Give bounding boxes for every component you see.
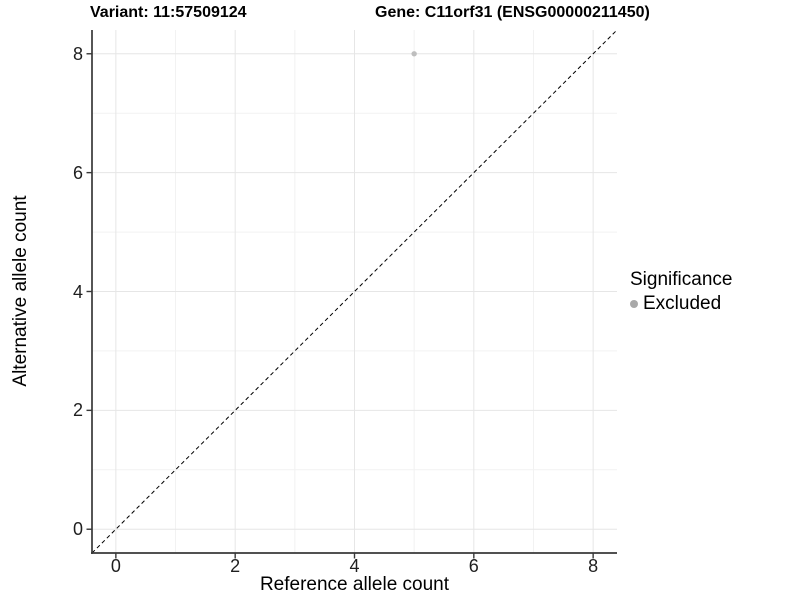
legend-item-excluded: Excluded: [630, 293, 732, 315]
x-tick-label: 4: [349, 556, 360, 576]
y-tick-label: 8: [72, 43, 83, 64]
y-tick-label: 0: [72, 519, 83, 540]
data-point: [411, 51, 417, 57]
identity-line: [91, 29, 618, 554]
plot-title-gene: Gene: C11orf31 (ENSG00000211450): [375, 4, 650, 21]
x-tick-label: 0: [110, 556, 121, 576]
x-tick-label: 6: [468, 556, 479, 576]
legend: Significance Excluded: [630, 269, 732, 315]
plot-title-variant: Variant: 11:57509124: [90, 4, 247, 21]
legend-title: Significance: [630, 269, 733, 290]
x-tick-label: 2: [230, 556, 241, 576]
y-tick-label: 6: [72, 162, 83, 183]
legend-point-icon: [630, 300, 638, 308]
y-tick-label: 2: [72, 400, 83, 421]
y-tick-label: 4: [72, 281, 83, 302]
x-tick-label: 8: [588, 556, 599, 576]
x-axis-title: Reference allele count: [259, 574, 450, 595]
y-axis-title: Alternative allele count: [10, 195, 31, 387]
legend-item-label: Excluded: [643, 293, 722, 314]
